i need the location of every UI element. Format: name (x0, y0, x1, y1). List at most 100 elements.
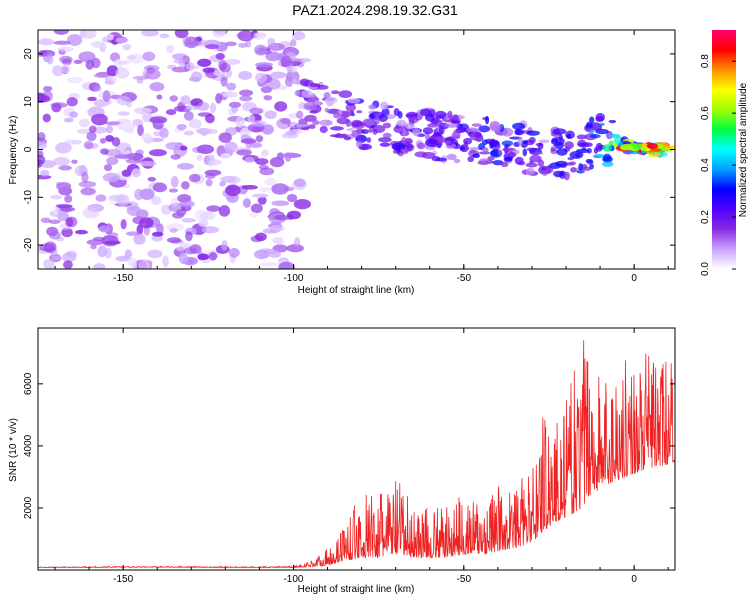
noise-blob (166, 44, 175, 54)
noise-blob (79, 118, 90, 128)
colorbar-tick-label: 0.8 (700, 54, 711, 68)
noise-blob (149, 116, 167, 124)
noise-blob (178, 252, 188, 265)
ridge-blob (301, 90, 313, 98)
noise-blob (238, 70, 253, 81)
spectrogram-x-ticks: -150 -100 -50 0 (54, 30, 669, 284)
ridge-blob (324, 107, 330, 113)
ridge-blob (455, 127, 465, 134)
noise-blob (225, 41, 237, 47)
noise-blob (121, 169, 132, 177)
noise-blob (286, 210, 302, 220)
ridge-blob (507, 151, 517, 158)
noise-blob (170, 154, 181, 160)
noise-blob (142, 51, 156, 62)
noise-blob (134, 188, 144, 201)
ridge-blob (312, 119, 320, 126)
noise-blob (132, 75, 150, 80)
noise-blob (149, 81, 165, 92)
ridge-blob (517, 136, 523, 146)
noise-blob (209, 102, 217, 114)
noise-blob (52, 205, 59, 215)
ridge-blob (427, 138, 438, 145)
ridge-blob (368, 104, 377, 110)
y-tick-label: 10 (23, 96, 34, 108)
noise-blob (257, 196, 267, 205)
ridge-blob (487, 156, 495, 161)
ridge-blob (528, 136, 536, 144)
noise-blob (74, 229, 88, 235)
noise-blob (196, 144, 215, 155)
noise-blob (253, 249, 270, 260)
ridge-blob (341, 110, 352, 117)
ridge-blob (422, 127, 434, 135)
ridge-blob (589, 134, 601, 139)
noise-blob (184, 130, 195, 136)
noise-blob (159, 33, 170, 39)
noise-blob (61, 227, 73, 238)
noise-blob (58, 165, 72, 171)
noise-blob (177, 193, 192, 203)
noise-blob (99, 137, 107, 144)
noise-blob (206, 205, 221, 212)
peak-blob (627, 145, 634, 151)
colorbar-tick-label: 0.6 (700, 106, 711, 120)
noise-blob (61, 58, 72, 66)
noise-blob (285, 130, 297, 136)
noise-blob (38, 52, 50, 57)
ridge-blob (446, 153, 457, 161)
ridge-blob (582, 166, 592, 171)
noise-blob (78, 181, 97, 188)
noise-blob (170, 175, 179, 188)
y-tick-label: 2000 (23, 496, 34, 519)
noise-blob (219, 181, 226, 187)
noise-blob (178, 58, 186, 68)
spectrogram-x-label: Height of straight line (km) (298, 285, 415, 296)
noise-blob (144, 69, 161, 80)
ridge-blob (471, 123, 482, 127)
ridge-blob (589, 163, 594, 170)
noise-blob (179, 145, 188, 151)
noise-blob (259, 167, 275, 176)
ridge-blob (417, 142, 426, 150)
noise-blob (204, 169, 222, 176)
noise-blob (282, 152, 299, 158)
noise-blob (176, 163, 195, 170)
noise-blob (247, 114, 256, 123)
noise-blob (65, 250, 78, 258)
noise-blob (165, 109, 177, 116)
noise-blob (38, 142, 48, 150)
figure-title: PAZ1.2024.298.19.32.G31 (292, 2, 458, 18)
ridge-blob (601, 161, 614, 167)
snr-y-ticks: 2000 4000 6000 (23, 372, 675, 519)
noise-blob (215, 52, 226, 60)
ridge-blob (501, 140, 514, 147)
noise-blob (102, 90, 111, 102)
noise-blob (265, 51, 282, 62)
noise-blob (91, 113, 108, 126)
noise-blob (241, 184, 258, 190)
ridge-blob (402, 128, 407, 137)
snr-panel: -150 -100 -50 0 2000 4000 6000 Height of stra… (8, 327, 676, 595)
ridge-blob (599, 122, 605, 126)
ridge-blob (447, 110, 453, 119)
ridge-blob (486, 140, 500, 145)
ridge-blob (527, 162, 537, 167)
noise-blob (238, 42, 248, 48)
peak-blob (670, 145, 675, 150)
noise-blob (237, 30, 254, 42)
noise-blob (211, 30, 226, 38)
noise-blob (280, 55, 292, 67)
x-tick-label: 0 (631, 574, 637, 585)
noise-blob (264, 177, 277, 186)
noise-blob (117, 60, 130, 65)
ridge-blob (512, 122, 526, 130)
noise-blob (284, 76, 294, 88)
noise-blob (235, 116, 246, 128)
ridge-blob (303, 101, 318, 111)
ridge-blob (500, 161, 509, 168)
ridge-blob (324, 96, 338, 105)
noise-blob (255, 32, 267, 38)
noise-blob (86, 108, 104, 115)
snr-x-ticks: -150 -100 -50 0 (54, 328, 669, 585)
